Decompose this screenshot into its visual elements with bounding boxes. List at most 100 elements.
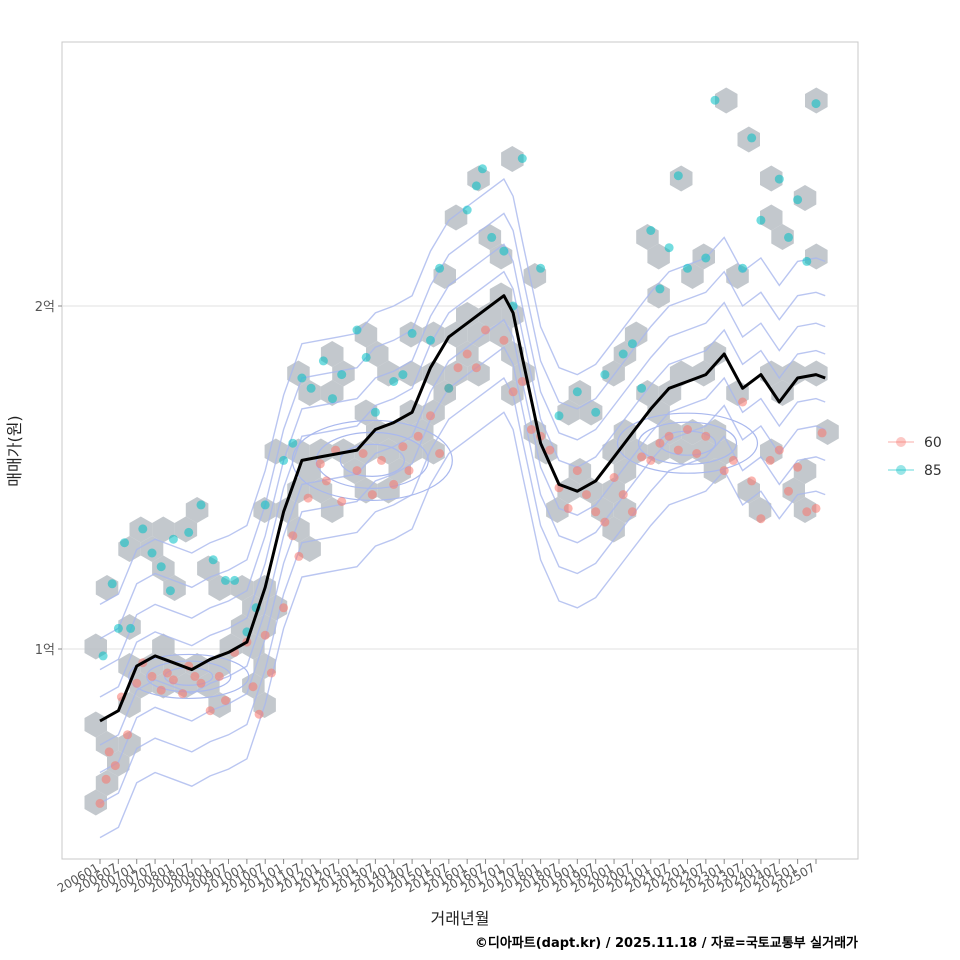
hexbin-cell [647,243,670,270]
point-60 [190,671,200,681]
point-85 [627,339,637,349]
point-60 [315,459,325,469]
point-85 [646,226,656,235]
point-85 [126,623,136,633]
point-60 [260,630,270,640]
trend-line [99,294,826,723]
point-85 [165,586,175,596]
point-60 [321,476,331,486]
point-85 [655,284,665,294]
point-60 [426,411,435,421]
density-contour-core [291,419,453,501]
point-85 [591,407,601,417]
point-60 [413,431,423,441]
point-85 [156,562,166,572]
point-85 [811,99,821,109]
point-85 [572,387,582,397]
x-axis: 2006012006072007012007072008012008072009… [55,859,818,896]
point-60 [123,730,132,740]
y-axis-title: 매매가(원) [5,415,24,486]
point-60 [793,462,803,472]
point-85 [196,500,206,510]
point-60 [196,678,206,688]
point-85 [398,370,408,380]
point-60 [765,455,775,465]
density-contours [99,178,826,839]
density-contour-core [616,412,759,474]
point-85 [221,575,230,585]
point-85 [738,263,748,273]
point-60 [683,425,692,434]
hexbin-cell [613,458,637,484]
point-60 [600,517,610,527]
hexbin-cell [793,185,817,211]
point-85 [98,651,108,661]
point-60 [563,503,573,513]
point-60 [728,455,738,465]
point-60 [156,685,166,695]
point-85 [352,325,362,335]
point-85 [600,370,610,380]
point-60 [784,486,793,496]
point-85 [138,524,148,534]
point-60 [673,445,683,455]
point-85 [370,407,380,417]
point-60 [618,490,628,500]
point-60 [481,325,490,335]
point-85 [279,455,289,465]
point-60 [471,363,481,373]
hexbin-cell [84,711,107,738]
point-60 [664,431,674,441]
point-60 [221,696,230,705]
point-85 [337,370,347,380]
point-60 [609,473,619,482]
point-85 [774,174,784,184]
point-60 [637,452,647,462]
point-85 [784,232,793,242]
point-85 [664,243,674,253]
hexbin-cell [399,360,423,387]
hexbin-cell [501,146,524,172]
hexbin-cell [152,633,175,660]
hexbin-cell [557,477,580,504]
hexbin-cell [546,497,569,523]
point-85 [462,205,472,215]
hexbin-cell [354,399,378,426]
point-60 [435,449,445,458]
legend-label-60: 60 [924,435,942,451]
legend: 60 85 [888,435,942,479]
point-60 [774,445,784,455]
point-85 [487,232,497,242]
scatter-points [95,95,827,808]
hexbin-cell [602,477,625,504]
density-contour [99,212,826,640]
point-85 [793,195,803,205]
point-85 [683,263,692,273]
hexbin-cell [298,458,321,484]
point-85 [297,373,307,383]
hexbin-cell [456,302,479,328]
point-60 [517,377,527,386]
point-60 [802,507,812,517]
hexbin-cell [320,380,344,406]
density-contour [99,318,826,746]
legend-marker-85 [896,465,906,475]
density-contour [99,178,826,606]
hexbin-cell [602,438,625,465]
point-60 [294,551,304,561]
point-60 [582,490,591,500]
point-60 [132,678,142,688]
point-60 [627,507,637,517]
point-60 [817,428,827,438]
point-85 [260,500,270,510]
point-60 [162,668,172,678]
hexbin-cell [748,497,772,523]
point-60 [747,476,757,486]
point-85 [389,377,399,386]
hexbin-cell [771,224,794,250]
legend-marker-60 [896,437,906,447]
point-85 [444,383,454,393]
density-contour [99,376,826,805]
hexbin-cell [816,419,839,445]
point-60 [545,445,555,455]
